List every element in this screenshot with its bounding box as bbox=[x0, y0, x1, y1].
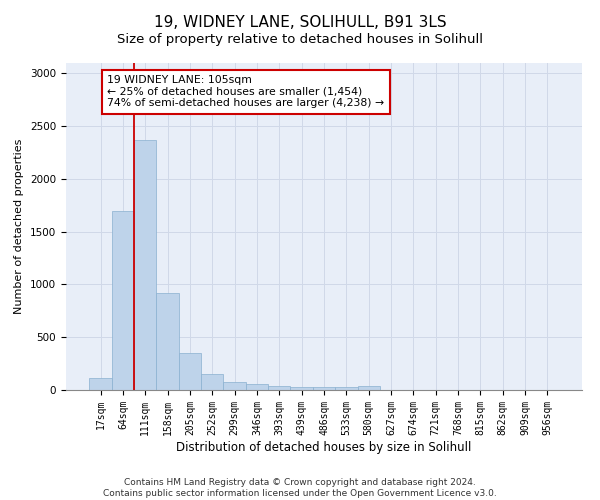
Text: Size of property relative to detached houses in Solihull: Size of property relative to detached ho… bbox=[117, 32, 483, 46]
Bar bbox=[179, 353, 201, 390]
Bar bbox=[313, 388, 335, 390]
Bar bbox=[157, 293, 179, 390]
Bar bbox=[112, 212, 134, 390]
Bar bbox=[223, 382, 246, 390]
Bar bbox=[134, 140, 157, 390]
Bar bbox=[335, 388, 358, 390]
Bar bbox=[89, 378, 112, 390]
Bar bbox=[268, 386, 290, 390]
Text: 19 WIDNEY LANE: 105sqm
← 25% of detached houses are smaller (1,454)
74% of semi-: 19 WIDNEY LANE: 105sqm ← 25% of detached… bbox=[107, 75, 385, 108]
Text: Contains HM Land Registry data © Crown copyright and database right 2024.
Contai: Contains HM Land Registry data © Crown c… bbox=[103, 478, 497, 498]
Bar bbox=[358, 386, 380, 390]
Text: 19, WIDNEY LANE, SOLIHULL, B91 3LS: 19, WIDNEY LANE, SOLIHULL, B91 3LS bbox=[154, 15, 446, 30]
Bar bbox=[246, 384, 268, 390]
Y-axis label: Number of detached properties: Number of detached properties bbox=[14, 138, 25, 314]
Bar bbox=[201, 374, 223, 390]
X-axis label: Distribution of detached houses by size in Solihull: Distribution of detached houses by size … bbox=[176, 440, 472, 454]
Bar bbox=[290, 388, 313, 390]
